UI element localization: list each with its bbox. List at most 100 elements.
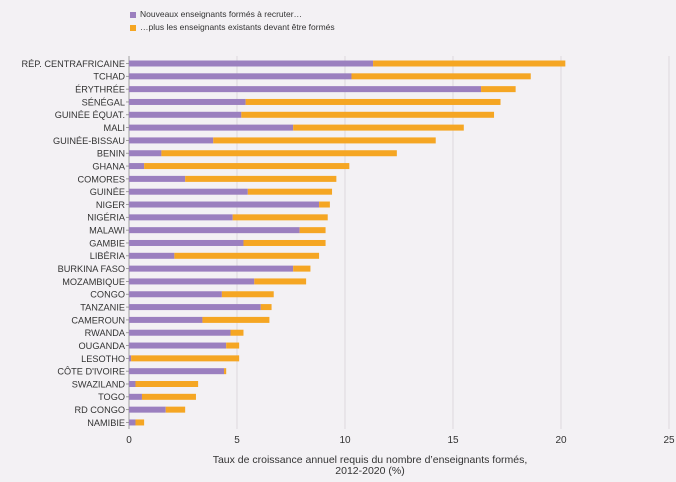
bar-segment-series-2 [293, 265, 311, 272]
bar-segment-series-2 [226, 342, 240, 349]
legend-swatch-series-1 [130, 11, 136, 18]
x-tick-label: 5 [234, 435, 240, 446]
x-axis-label: Taux de croissance annuel requis du nomb… [212, 454, 528, 477]
bar-segment-series-1 [129, 163, 145, 170]
bar-segment-series-1 [129, 150, 162, 157]
bar-segment-series-2 [135, 419, 145, 426]
legend: Nouveaux enseignants formés à recruter… … [130, 8, 335, 34]
bar-segment-series-2 [373, 60, 566, 67]
category-label: COMORES [78, 174, 125, 184]
x-tick-label: 20 [555, 435, 567, 446]
bar-segment-series-1 [129, 98, 246, 105]
legend-label-series-2: …plus les enseignants existants devant ê… [140, 22, 335, 32]
legend-item-series-2: …plus les enseignants existants devant ê… [130, 21, 335, 34]
category-label: GUINÉE-BISSAU [53, 136, 125, 146]
bar-segment-series-2 [247, 188, 333, 195]
bar-segment-series-2 [141, 393, 196, 400]
category-label: GHANA [92, 161, 126, 171]
bar-segment-series-2 [213, 137, 436, 144]
category-label: BURKINA FASO [58, 264, 125, 274]
bar-segment-series-1 [129, 406, 166, 413]
category-label: GUINÉE ÉQUAT. [55, 110, 125, 120]
category-label: NIGÉRIA [87, 213, 126, 223]
bar-segment-series-2 [221, 291, 274, 298]
bar-segment-series-2 [245, 98, 501, 105]
bar-segment-series-1 [129, 419, 136, 426]
bar-segment-series-1 [129, 188, 248, 195]
bar-segment-series-2 [224, 368, 227, 375]
legend-item-series-1: Nouveaux enseignants formés à recruter… [130, 8, 335, 21]
bar-segment-series-1 [129, 342, 227, 349]
bar-segment-series-1 [129, 278, 255, 285]
bar-segment-series-2 [230, 329, 244, 336]
bar-segment-series-1 [129, 86, 482, 93]
bar-segment-series-1 [129, 368, 225, 375]
bar-segment-series-1 [129, 355, 132, 362]
category-label: LESOTHO [81, 354, 125, 364]
category-label: ÉRYTHRÉE [75, 85, 125, 95]
bar-segment-series-1 [129, 214, 233, 221]
bar-segment-series-2 [319, 201, 330, 208]
category-label: BENIN [97, 149, 125, 159]
x-tick-label: 15 [447, 435, 459, 446]
bar-segment-series-2 [293, 124, 464, 131]
bar-segment-series-1 [129, 291, 222, 298]
bar-segment-series-2 [243, 239, 326, 246]
bar-segment-series-2 [241, 111, 495, 118]
x-tick-label: 25 [663, 435, 675, 446]
category-label: CAMEROUN [71, 315, 125, 325]
category-label: SÉNÉGAL [82, 97, 125, 107]
bar-segment-series-1 [129, 137, 214, 144]
bar-segment-series-2 [260, 304, 272, 311]
category-label: TOGO [98, 392, 125, 402]
bar-segment-series-1 [129, 73, 352, 80]
bar-segment-series-1 [129, 316, 203, 323]
category-label: NIGER [96, 200, 125, 210]
bar-segment-series-1 [129, 252, 175, 259]
bar-segment-series-2 [481, 86, 516, 93]
category-label: MALI [104, 123, 125, 133]
bar-segment-series-1 [129, 381, 136, 387]
category-label: TANZANIE [80, 302, 125, 312]
bar-segment-series-1 [129, 393, 142, 400]
bar-segment-series-1 [129, 304, 261, 311]
x-tick-label: 10 [339, 435, 351, 446]
category-label: CONGO [90, 290, 125, 300]
bar-segment-series-2 [144, 163, 350, 170]
bar-segment-series-2 [174, 252, 320, 259]
category-label: MOZAMBIQUE [62, 277, 125, 287]
category-label: GUINÉE [90, 187, 125, 197]
bar-segment-series-1 [129, 201, 320, 208]
category-label: OUGANDA [79, 341, 126, 351]
bar-segment-series-2 [185, 175, 337, 182]
x-tick-label: 0 [126, 435, 132, 446]
bar-segment-series-1 [129, 265, 294, 272]
category-label: NAMIBIE [87, 418, 125, 428]
bar-segment-series-1 [129, 239, 244, 246]
category-label: SWAZILAND [72, 379, 126, 389]
bar-segment-series-1 [129, 175, 186, 182]
bar-segment-series-1 [129, 60, 374, 67]
bar-segment-series-1 [129, 227, 300, 234]
legend-swatch-series-2 [130, 24, 136, 31]
category-label: CÔTE D'IVOIRE [57, 367, 125, 377]
category-label: LIBÉRIA [90, 251, 126, 261]
bar-segment-series-2 [299, 227, 326, 234]
bar-segment-series-2 [165, 406, 186, 413]
bar-segment-series-2 [131, 355, 240, 362]
bar-segment-series-2 [351, 73, 531, 80]
bar-segment-series-2 [161, 150, 397, 157]
bar-segment-series-2 [135, 381, 199, 387]
category-label: GAMBIE [89, 238, 125, 248]
bar-segment-series-1 [129, 329, 231, 336]
category-label: RD CONGO [74, 405, 125, 415]
bar-segment-series-2 [232, 214, 328, 221]
category-label: MALAWI [89, 226, 125, 236]
bar-segment-series-1 [129, 111, 242, 118]
category-label: RWANDA [85, 328, 126, 338]
bar-segment-series-2 [202, 316, 270, 323]
bar-segment-series-1 [129, 124, 294, 131]
bar-segment-series-2 [254, 278, 307, 285]
